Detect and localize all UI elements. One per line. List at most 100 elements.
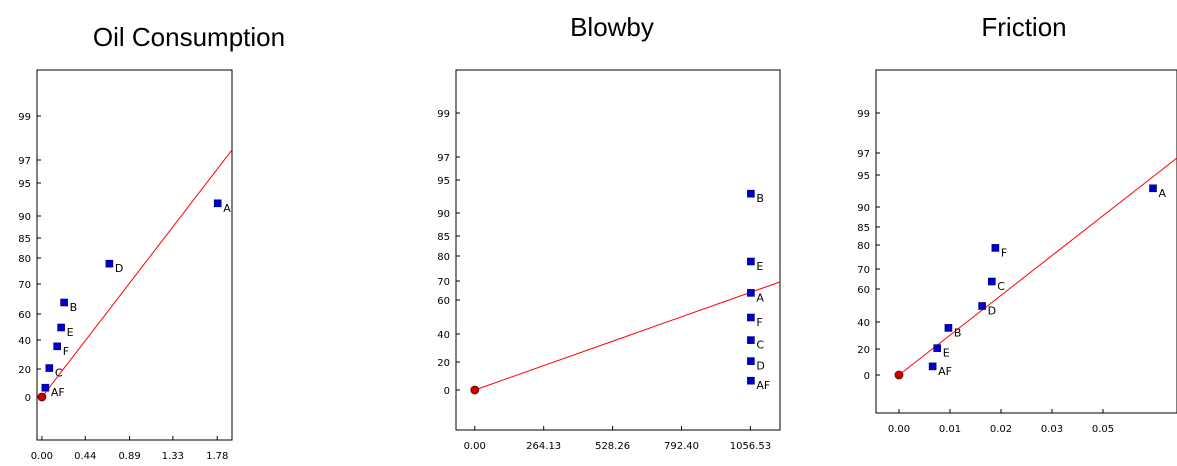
y-tick-label: 85: [18, 234, 31, 245]
y-tick-label: 20: [437, 358, 450, 369]
origin-point: [470, 385, 480, 395]
plot-frame: [455, 69, 781, 431]
data-point-D: [747, 357, 755, 365]
data-point-label: D: [756, 360, 764, 373]
y-tick-label: 95: [857, 171, 870, 182]
data-point-label: E: [943, 347, 950, 360]
y-tick-label: 20: [857, 345, 870, 356]
fit-line: [474, 281, 780, 391]
data-point-label: F: [756, 316, 762, 329]
data-point-label: C: [997, 280, 1005, 293]
y-tick-label: 0: [864, 371, 870, 382]
chart-panel-2: Blowby 0 20 40 60 70 80 85 90 95 97 99 0.00 264.13 528…: [437, 12, 781, 452]
x-tick-label: 1056.53: [730, 441, 771, 452]
data-point-F: [991, 244, 1000, 252]
x-tick-label: 0.00: [31, 451, 53, 462]
x-tick-label: 1.78: [206, 451, 228, 462]
data-point-C: [747, 336, 755, 344]
x-tick-label: 0.89: [118, 451, 140, 462]
data-point-label: B: [954, 326, 962, 339]
y-tick-label: 0: [25, 393, 31, 404]
y-tick-label: 99: [18, 112, 31, 123]
y-tick-label: 95: [437, 176, 450, 187]
y-tick-label: 0: [444, 386, 450, 397]
y-tick-label: 85: [437, 232, 450, 243]
y-tick-label: 97: [857, 149, 870, 160]
data-point-AF: [928, 362, 937, 371]
data-point-AF: [41, 383, 50, 392]
data-point-label: B: [756, 192, 764, 205]
chart-title: Oil Consumption: [93, 22, 285, 52]
y-tick-label: 85: [857, 223, 870, 234]
data-point-label: AF: [938, 365, 952, 378]
data-point-A: [213, 199, 222, 208]
chart-panel-3: Friction 0 20 40 60 70 80 85 90 95 97 99 0.00 0.01 0.0…: [857, 12, 1177, 435]
data-point-label: D: [988, 305, 996, 318]
x-tick-label: 792.40: [664, 441, 699, 452]
data-point-A: [747, 289, 755, 297]
y-tick-label: 95: [18, 179, 31, 190]
data-point-AF: [747, 376, 755, 385]
y-tick-label: 99: [857, 109, 870, 120]
y-tick-label: 80: [18, 254, 31, 265]
fit-line: [898, 157, 1177, 376]
y-tick-label: 60: [18, 310, 31, 321]
y-tick-label: 90: [18, 212, 31, 223]
y-tick-label: 99: [437, 109, 450, 120]
data-point-label: A: [223, 202, 231, 215]
y-tick-label: 40: [18, 336, 31, 347]
fit-line: [41, 149, 232, 398]
y-tick-label: 60: [857, 285, 870, 296]
y-tick-label: 70: [18, 280, 31, 291]
data-point-label: F: [1001, 246, 1007, 259]
data-point-label: E: [756, 260, 763, 273]
x-tick-label: 0.05: [1092, 424, 1114, 435]
data-point-label: B: [70, 301, 78, 314]
data-point-A: [1149, 184, 1157, 193]
y-tick-label: 40: [437, 330, 450, 341]
data-point-B: [944, 324, 953, 332]
data-point-B: [60, 298, 68, 307]
data-point-B: [747, 189, 755, 198]
y-tick-label: 90: [437, 209, 450, 220]
x-tick-label: 1.33: [162, 451, 184, 462]
data-point-E: [747, 257, 755, 266]
y-tick-label: 70: [857, 265, 870, 276]
data-point-label: F: [63, 345, 69, 358]
data-point-E: [57, 323, 65, 332]
data-point-label: D: [115, 262, 123, 275]
data-point-label: E: [67, 326, 74, 339]
data-point-C: [45, 364, 54, 372]
data-point-D: [978, 302, 986, 310]
plot-frame: [875, 69, 1177, 414]
chart-title: Friction: [981, 12, 1066, 42]
chart-panel-1: Oil Consumption 0 20 40 60 70 80 85 90 95 97 99 0.00…: [18, 22, 285, 462]
data-point-E: [933, 344, 942, 352]
data-point-C: [987, 277, 996, 286]
y-tick-label: 97: [437, 153, 450, 164]
data-point-F: [53, 342, 61, 351]
data-point-label: A: [1159, 187, 1167, 200]
x-tick-label: 0.03: [1041, 424, 1063, 435]
x-tick-label: 0.44: [74, 451, 96, 462]
y-tick-label: 40: [857, 318, 870, 329]
origin-point: [894, 370, 904, 380]
data-point-D: [105, 259, 114, 268]
y-tick-label: 60: [437, 296, 450, 307]
y-tick-label: 90: [857, 203, 870, 214]
data-point-F: [747, 313, 755, 322]
y-tick-label: 97: [18, 156, 31, 167]
y-tick-label: 80: [437, 252, 450, 263]
y-tick-label: 20: [18, 365, 31, 376]
y-tick-label: 80: [857, 241, 870, 252]
chart-title: Blowby: [570, 12, 654, 42]
data-point-label: C: [55, 367, 63, 380]
data-point-label: A: [756, 291, 764, 304]
x-tick-label: 528.26: [595, 441, 630, 452]
data-point-label: AF: [756, 379, 770, 392]
x-tick-label: 0.02: [990, 424, 1012, 435]
x-tick-label: 0.00: [464, 441, 486, 452]
data-point-label: C: [756, 339, 764, 352]
x-tick-label: 264.13: [526, 441, 561, 452]
